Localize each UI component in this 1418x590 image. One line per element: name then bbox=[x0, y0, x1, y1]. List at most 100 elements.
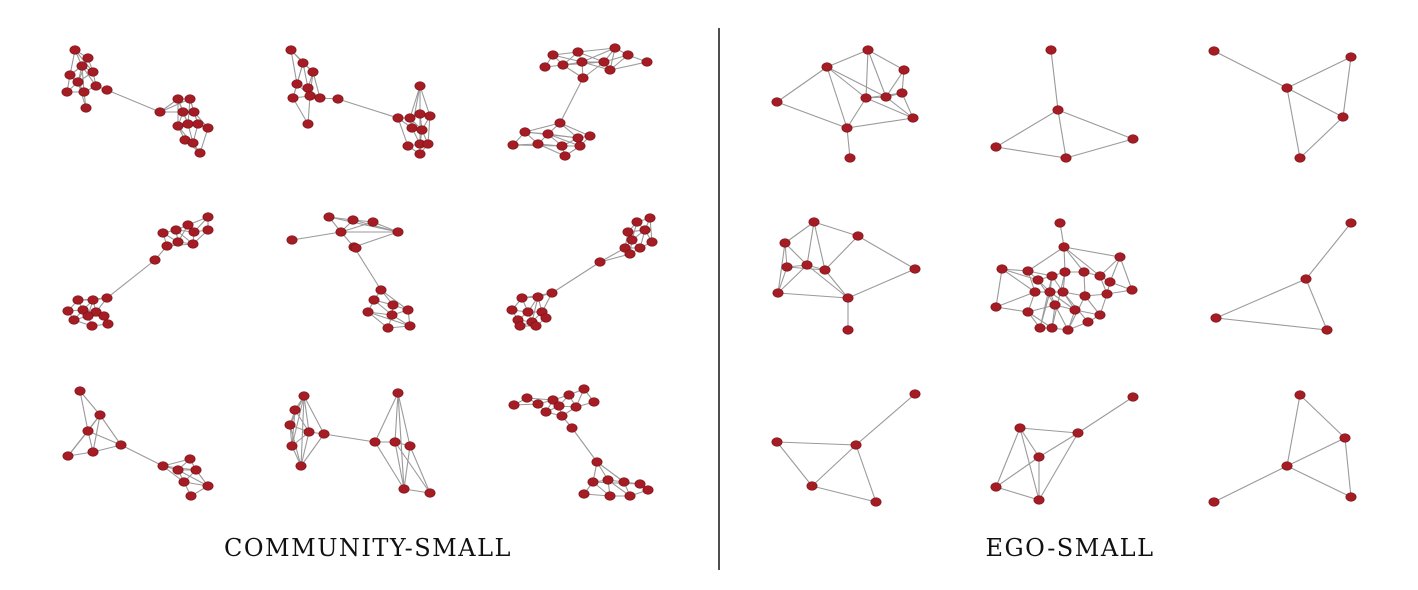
graph-node bbox=[307, 67, 319, 77]
graph-edge bbox=[855, 393, 916, 446]
graph-node bbox=[295, 461, 307, 471]
graph-node bbox=[367, 217, 379, 227]
graph-edge bbox=[811, 444, 857, 487]
graph-edge bbox=[885, 69, 905, 98]
graph-node bbox=[404, 441, 416, 451]
graph-node bbox=[1046, 323, 1058, 333]
graph-node bbox=[74, 386, 86, 396]
graph-node bbox=[1054, 218, 1066, 228]
graph-node bbox=[896, 88, 908, 98]
community-graph bbox=[507, 43, 653, 161]
graph-node bbox=[990, 302, 1002, 312]
graph-node bbox=[1345, 218, 1357, 228]
graph-edge bbox=[784, 221, 815, 244]
graph-edge bbox=[1299, 394, 1346, 439]
graph-edge bbox=[1286, 465, 1352, 498]
graph-node bbox=[285, 45, 297, 55]
graph-edge bbox=[1286, 394, 1301, 467]
graph-node bbox=[801, 260, 813, 270]
graph-node bbox=[82, 426, 94, 436]
graph-node bbox=[1044, 287, 1056, 297]
graph-edge bbox=[777, 264, 808, 294]
graph-node bbox=[539, 62, 551, 72]
graph-node bbox=[94, 410, 106, 420]
graph-node bbox=[101, 293, 113, 303]
graph-edge bbox=[67, 430, 89, 457]
graph-node bbox=[402, 305, 414, 315]
graph-node bbox=[286, 441, 298, 451]
graph-node bbox=[909, 264, 921, 274]
graph-edge bbox=[1342, 56, 1352, 118]
graph-node bbox=[844, 153, 856, 163]
graph-node bbox=[842, 325, 854, 335]
graph-node bbox=[532, 292, 544, 302]
graph-node bbox=[507, 140, 519, 150]
graph-node bbox=[286, 235, 298, 245]
graph-node bbox=[182, 220, 194, 230]
graph-edge bbox=[784, 242, 808, 266]
graph-node bbox=[414, 81, 426, 91]
graph-node bbox=[880, 92, 892, 102]
graph-node bbox=[172, 94, 184, 104]
graph-node bbox=[157, 461, 169, 471]
graph-node bbox=[172, 465, 184, 475]
graph-node bbox=[779, 238, 791, 248]
graph-node bbox=[907, 113, 919, 123]
graph-edge bbox=[1051, 271, 1066, 329]
graph-node bbox=[641, 57, 653, 67]
community-graph bbox=[506, 213, 658, 331]
community-graph bbox=[508, 384, 654, 501]
graph-node bbox=[1094, 310, 1106, 320]
graph-node bbox=[291, 79, 303, 89]
graph-node bbox=[516, 293, 528, 303]
graph-node bbox=[996, 264, 1008, 274]
graph-node bbox=[80, 103, 92, 113]
graph-node bbox=[576, 57, 588, 67]
graph-node bbox=[185, 491, 197, 501]
graph-node bbox=[1208, 46, 1220, 56]
graph-node bbox=[771, 437, 783, 447]
graph-node bbox=[626, 235, 638, 245]
graph-node bbox=[572, 47, 584, 57]
ego-graph bbox=[990, 218, 1138, 335]
graph-node bbox=[335, 227, 347, 237]
graph-edge bbox=[806, 221, 815, 266]
graph-node bbox=[1281, 461, 1293, 471]
graph-edge bbox=[609, 61, 648, 71]
community-graph bbox=[285, 45, 436, 159]
graph-node bbox=[87, 295, 99, 305]
graph-node bbox=[302, 119, 314, 129]
graph-edge bbox=[1063, 246, 1121, 258]
graph-edge bbox=[995, 291, 1036, 308]
graph-node bbox=[188, 107, 200, 117]
graph-edge bbox=[1119, 256, 1133, 291]
graph-node bbox=[557, 60, 569, 70]
community-graph bbox=[62, 212, 214, 331]
graph-node bbox=[375, 285, 387, 295]
graph-node bbox=[547, 50, 559, 60]
graph-edge bbox=[1286, 56, 1352, 89]
graph-node bbox=[350, 243, 362, 253]
graph-node bbox=[852, 231, 864, 241]
graph-node bbox=[184, 454, 196, 464]
graph-node bbox=[508, 400, 520, 410]
graph-node bbox=[90, 307, 102, 317]
graph-edge bbox=[380, 289, 409, 311]
graph-edge bbox=[427, 115, 431, 145]
graph-node bbox=[909, 389, 921, 399]
graph-edge bbox=[397, 117, 409, 147]
graph-node bbox=[68, 315, 80, 325]
graph-node bbox=[604, 65, 616, 75]
graph-edge bbox=[571, 427, 598, 463]
graph-node bbox=[1210, 313, 1222, 323]
graph-edge bbox=[79, 390, 89, 432]
graph-edge bbox=[551, 261, 601, 294]
graph-node bbox=[1094, 271, 1106, 281]
graph-node bbox=[392, 388, 404, 398]
graph-node bbox=[1339, 433, 1351, 443]
graph-node bbox=[1345, 52, 1357, 62]
graph-edge bbox=[1286, 437, 1346, 467]
graph-node bbox=[318, 429, 330, 439]
graph-node bbox=[82, 53, 94, 63]
